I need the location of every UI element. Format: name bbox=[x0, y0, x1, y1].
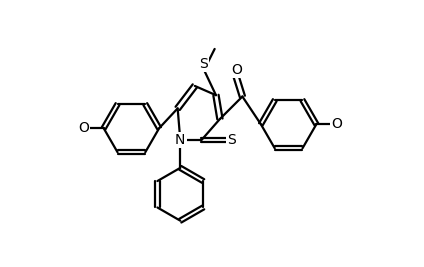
Text: S: S bbox=[227, 133, 236, 147]
Text: N: N bbox=[175, 133, 185, 147]
Text: O: O bbox=[231, 62, 242, 77]
Text: O: O bbox=[78, 121, 89, 135]
Text: O: O bbox=[332, 117, 343, 131]
Text: S: S bbox=[199, 57, 208, 71]
